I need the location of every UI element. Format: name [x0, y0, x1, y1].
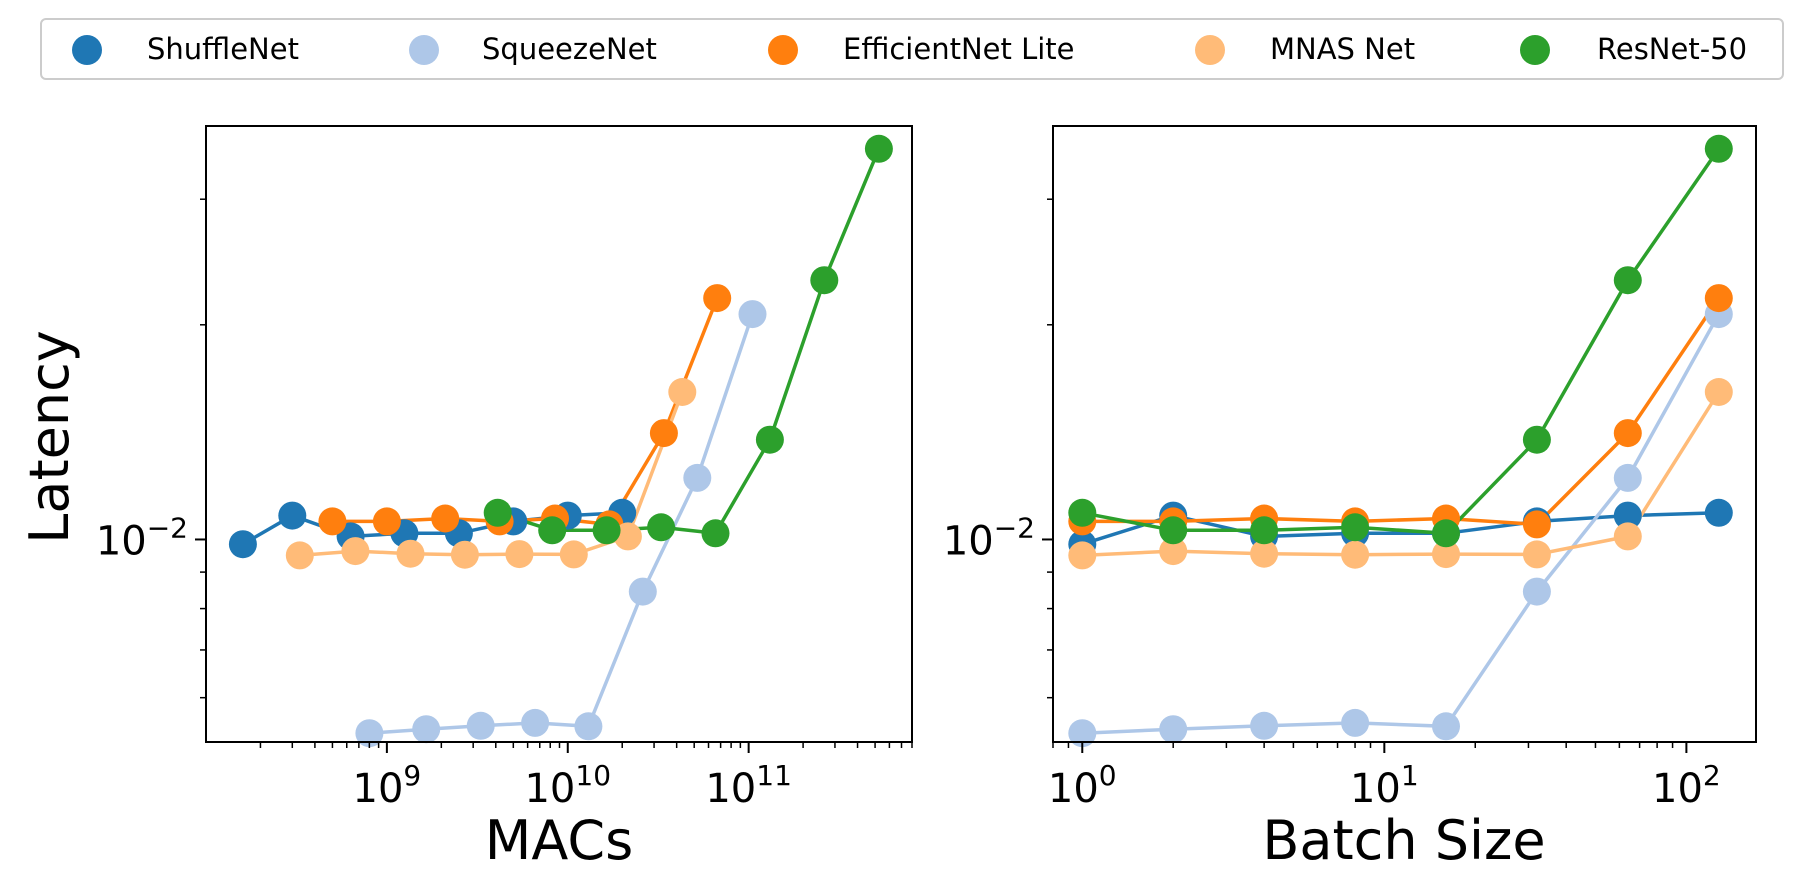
data-point-mnas-net — [1250, 539, 1279, 568]
y-tick-label: 10−2 — [96, 511, 188, 564]
data-point-squeezenet — [1341, 708, 1370, 737]
data-point-resnet-50 — [483, 498, 512, 527]
x-tick-label: 100 — [1048, 759, 1117, 812]
data-point-efficientnet-lite — [1704, 284, 1733, 313]
data-point-squeezenet — [521, 708, 550, 737]
data-point-squeezenet — [466, 711, 495, 740]
data-point-shufflenet — [1704, 498, 1733, 527]
data-point-mnas-net — [1522, 540, 1551, 569]
x-tick-label: 101 — [1350, 759, 1419, 812]
legend-marker-efficientnet-lite — [768, 35, 798, 65]
data-point-resnet-50 — [755, 425, 784, 454]
data-point-resnet-50 — [1341, 513, 1370, 542]
x-axis-title: MACs — [485, 809, 633, 872]
data-point-resnet-50 — [1159, 516, 1188, 545]
data-point-mnas-net — [559, 540, 588, 569]
data-point-squeezenet — [628, 577, 657, 606]
data-point-efficientnet-lite — [372, 507, 401, 536]
data-point-efficientnet-lite — [703, 284, 732, 313]
data-point-mnas-net — [1704, 378, 1733, 406]
legend-label-mnas-net: MNAS Net — [1270, 32, 1415, 66]
data-point-resnet-50 — [810, 266, 839, 295]
series-line-mnas-net — [1082, 391, 1721, 558]
data-point-squeezenet — [1250, 711, 1279, 740]
x-tick-label: 1011 — [705, 759, 792, 812]
data-point-squeezenet — [412, 715, 441, 744]
legend-label-resnet-50: ResNet-50 — [1597, 32, 1747, 66]
plot-batch-size: 100 101 102 10−2 Batch Size — [943, 125, 1757, 872]
data-point-efficientnet-lite — [1522, 510, 1551, 539]
legend-label-squeezenet: SqueezeNet — [482, 32, 657, 66]
legend-label-shufflenet: ShuffleNet — [147, 32, 299, 66]
x-axis-title: Batch Size — [1262, 809, 1545, 872]
data-point-shufflenet — [228, 530, 257, 559]
legend-label-efficientnet-lite: EfficientNet Lite — [843, 32, 1075, 66]
data-point-mnas-net — [396, 539, 425, 568]
data-point-shufflenet — [1613, 501, 1642, 530]
data-point-squeezenet — [1522, 577, 1551, 606]
data-point-resnet-50 — [1522, 425, 1551, 454]
data-point-resnet-50 — [701, 519, 730, 548]
data-point-mnas-net — [341, 537, 370, 566]
data-point-efficientnet-lite — [1613, 419, 1642, 448]
plot-macs: 109 1010 1011 10−2 MACs Latency — [18, 125, 913, 872]
data-point-mnas-net — [1432, 540, 1460, 569]
data-point-mnas-net — [1068, 541, 1097, 570]
data-point-mnas-net — [613, 522, 642, 551]
data-point-resnet-50 — [1613, 266, 1642, 295]
data-point-mnas-net — [450, 540, 479, 569]
y-axis-title: Latency — [18, 330, 81, 543]
x-tick-label: 102 — [1652, 759, 1721, 812]
legend-marker-mnas-net — [1195, 35, 1225, 65]
data-point-squeezenet — [1068, 719, 1097, 748]
data-point-resnet-50 — [1068, 498, 1097, 527]
y-tick-label: 10−2 — [943, 511, 1035, 564]
data-point-efficientnet-lite — [431, 504, 460, 533]
data-point-resnet-50 — [1250, 516, 1279, 545]
legend-marker-resnet-50 — [1520, 35, 1550, 65]
data-point-squeezenet — [574, 712, 603, 741]
axes-frame — [1052, 125, 1757, 743]
data-point-squeezenet — [1613, 463, 1642, 492]
data-point-resnet-50 — [592, 516, 621, 545]
data-point-resnet-50 — [864, 134, 893, 163]
legend: ShuffleNet SqueezeNet EfficientNet Lite MNA… — [40, 18, 1784, 80]
legend-frame — [40, 18, 1784, 80]
data-point-squeezenet — [355, 719, 384, 748]
data-point-mnas-net — [1159, 537, 1188, 566]
data-point-mnas-net — [505, 540, 534, 569]
data-point-squeezenet — [683, 463, 712, 492]
data-point-efficientnet-lite — [318, 507, 347, 536]
series-line-efficientnet-lite — [1082, 297, 1721, 527]
data-point-resnet-50 — [1432, 519, 1460, 548]
data-point-shufflenet — [278, 501, 307, 530]
data-point-resnet-50 — [1704, 134, 1733, 163]
x-tick-label: 1010 — [524, 759, 611, 812]
data-point-mnas-net — [668, 378, 697, 406]
data-point-resnet-50 — [538, 516, 567, 545]
data-point-squeezenet — [738, 300, 767, 329]
legend-marker-shufflenet — [72, 35, 102, 65]
series-line-efficientnet-lite — [332, 297, 719, 527]
data-point-mnas-net — [285, 541, 314, 570]
data-point-efficientnet-lite — [649, 419, 678, 448]
series-line-squeezenet — [1082, 313, 1721, 735]
series-line-resnet-50 — [1081, 147, 1721, 536]
data-point-resnet-50 — [647, 513, 676, 542]
legend-marker-squeezenet — [409, 35, 439, 65]
data-point-mnas-net — [1341, 540, 1370, 569]
x-tick-label: 109 — [353, 759, 422, 812]
axes-frame — [205, 125, 913, 743]
data-point-mnas-net — [1613, 522, 1642, 551]
data-point-squeezenet — [1432, 712, 1460, 741]
series-line-shufflenet — [1081, 511, 1719, 546]
data-point-squeezenet — [1159, 715, 1188, 744]
